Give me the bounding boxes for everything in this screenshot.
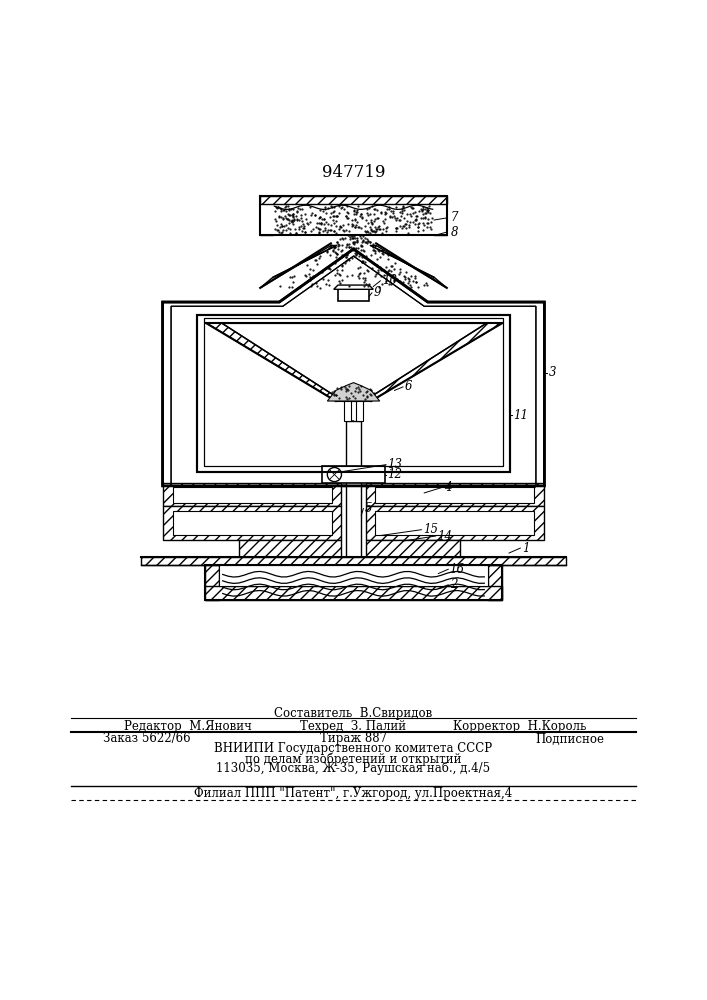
Bar	[219, 565, 488, 586]
Text: 947719: 947719	[322, 164, 385, 181]
Text: 10: 10	[382, 274, 397, 287]
Bar	[205, 565, 502, 600]
Text: Составитель  В.Свиридов: Составитель В.Свиридов	[274, 707, 433, 720]
Bar	[204, 318, 503, 466]
Text: 8: 8	[451, 226, 459, 239]
Text: 6: 6	[404, 380, 412, 393]
Text: 15: 15	[423, 523, 438, 536]
Polygon shape	[163, 506, 341, 540]
Text: 7: 7	[451, 211, 459, 224]
Text: 11: 11	[513, 409, 528, 422]
Text: Филиал ППП "Патент", г.Ужгород, ул.Проектная,4: Филиал ППП "Патент", г.Ужгород, ул.Проек…	[194, 787, 513, 800]
Polygon shape	[366, 540, 460, 557]
Bar	[197, 315, 510, 472]
Polygon shape	[141, 557, 566, 565]
Text: Редактор  М.Янович: Редактор М.Янович	[124, 720, 252, 733]
Polygon shape	[366, 483, 544, 506]
Bar	[322, 466, 385, 483]
Polygon shape	[205, 586, 502, 600]
Bar	[173, 487, 332, 503]
Bar	[375, 511, 534, 535]
Text: Подписное: Подписное	[535, 732, 604, 745]
Bar	[344, 401, 351, 421]
Polygon shape	[205, 565, 219, 600]
Bar	[260, 196, 447, 235]
Text: 14: 14	[437, 530, 452, 543]
Text: 3: 3	[549, 366, 556, 379]
Bar	[356, 401, 363, 421]
Bar	[346, 421, 361, 585]
Polygon shape	[364, 323, 502, 401]
Polygon shape	[163, 483, 341, 506]
Text: Тираж 887: Тираж 887	[320, 732, 387, 745]
Text: Техред  З. Палий: Техред З. Палий	[300, 720, 407, 733]
Polygon shape	[366, 506, 544, 540]
Text: 4: 4	[444, 481, 452, 494]
Bar	[204, 318, 503, 466]
Polygon shape	[260, 245, 337, 288]
Text: Корректор  Н.Король: Корректор Н.Король	[453, 720, 587, 733]
Text: 5: 5	[365, 502, 373, 515]
Text: ВНИИПИ Государственного комитета СССР: ВНИИПИ Государственного комитета СССР	[214, 742, 493, 755]
Text: 1: 1	[522, 542, 530, 555]
Text: 12: 12	[387, 468, 402, 481]
Polygon shape	[239, 540, 341, 557]
Circle shape	[327, 467, 341, 482]
Text: 9: 9	[373, 286, 381, 299]
Polygon shape	[488, 565, 502, 600]
Text: 13: 13	[387, 458, 402, 471]
Bar	[173, 511, 332, 535]
Text: 16: 16	[450, 563, 464, 576]
Bar	[375, 487, 534, 503]
Bar	[338, 288, 369, 301]
Text: Заказ 5622/66: Заказ 5622/66	[103, 732, 190, 745]
Text: 2: 2	[450, 578, 457, 591]
Polygon shape	[206, 323, 343, 401]
Bar	[197, 315, 510, 472]
Polygon shape	[334, 285, 373, 289]
Text: по делам изобретений и открытий: по делам изобретений и открытий	[245, 752, 462, 766]
Polygon shape	[370, 245, 447, 288]
Polygon shape	[327, 383, 380, 401]
Polygon shape	[260, 196, 447, 204]
Text: 113035, Москва, Ж-35, Раушская наб., д.4/5: 113035, Москва, Ж-35, Раушская наб., д.4…	[216, 762, 491, 775]
